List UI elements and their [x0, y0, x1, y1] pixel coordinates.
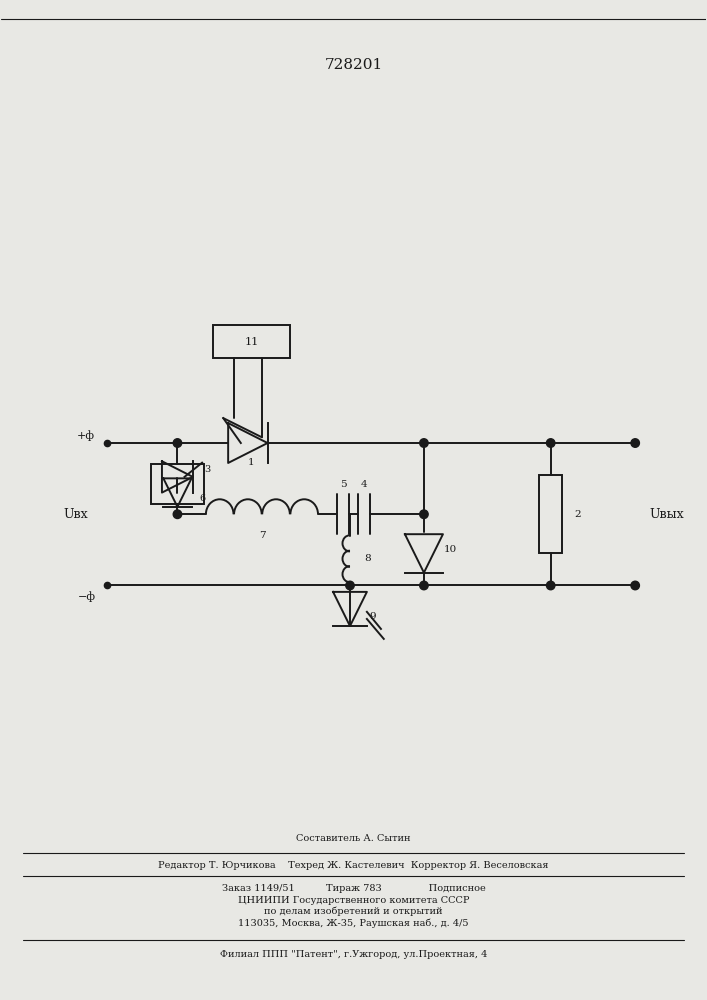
Text: 113035, Москва, Ж-35, Раушская наб., д. 4/5: 113035, Москва, Ж-35, Раушская наб., д. …: [238, 918, 469, 928]
Circle shape: [420, 581, 428, 590]
Circle shape: [173, 510, 182, 519]
Circle shape: [420, 439, 428, 447]
Text: 10: 10: [444, 545, 457, 554]
Circle shape: [420, 510, 428, 519]
Text: 3: 3: [204, 465, 210, 474]
Bar: [539, 475, 562, 553]
Text: −ф: −ф: [78, 591, 96, 602]
Circle shape: [547, 581, 555, 590]
Circle shape: [631, 581, 639, 590]
Text: 2: 2: [574, 510, 580, 519]
Text: Заказ 1149/51          Тираж 783               Подписное: Заказ 1149/51 Тираж 783 Подписное: [221, 884, 486, 893]
Text: 5: 5: [339, 480, 346, 489]
Text: Uвых: Uвых: [650, 508, 684, 521]
Circle shape: [547, 439, 555, 447]
Text: по делам изобретений и открытий: по делам изобретений и открытий: [264, 907, 443, 916]
Text: 11: 11: [244, 337, 259, 347]
Text: 4: 4: [361, 480, 368, 489]
Text: 728201: 728201: [325, 58, 382, 72]
Text: +ф: +ф: [77, 431, 95, 441]
Text: ЦНИИПИ Государственного комитета СССР: ЦНИИПИ Государственного комитета СССР: [238, 896, 469, 905]
Text: 9: 9: [369, 612, 376, 621]
Bar: [213, 325, 290, 358]
Circle shape: [631, 439, 639, 447]
Text: Составитель А. Сытин: Составитель А. Сытин: [296, 834, 411, 843]
Text: Редактор Т. Юрчикова    Техред Ж. Кастелевич  Корректор Я. Веселовская: Редактор Т. Юрчикова Техред Ж. Кастелеви…: [158, 861, 549, 870]
Text: 7: 7: [259, 531, 265, 540]
Circle shape: [173, 439, 182, 447]
Text: Филиал ППП "Патент", г.Ужгород, ул.Проектная, 4: Филиал ППП "Патент", г.Ужгород, ул.Проек…: [220, 950, 487, 959]
Text: Uвх: Uвх: [63, 508, 88, 521]
Text: 6: 6: [199, 494, 205, 503]
Bar: [151, 464, 204, 504]
Text: 8: 8: [364, 554, 371, 563]
Circle shape: [346, 581, 354, 590]
Text: 1: 1: [248, 458, 255, 467]
